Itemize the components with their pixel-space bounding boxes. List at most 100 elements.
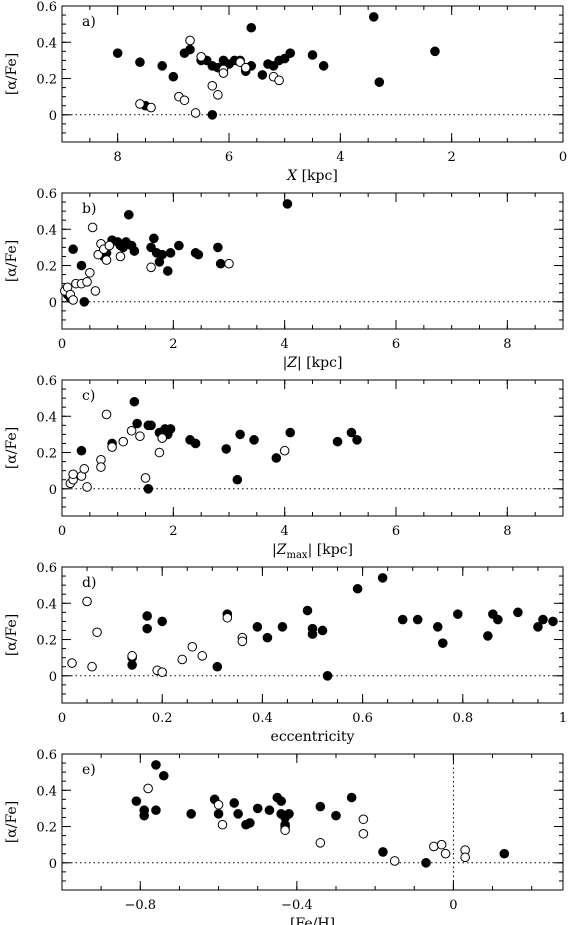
filled-data-point bbox=[158, 770, 169, 781]
filled-data-point bbox=[245, 818, 255, 828]
x-tick-label: −0.8 bbox=[124, 898, 156, 913]
panel-label: a) bbox=[82, 14, 96, 30]
filled-data-point bbox=[142, 623, 152, 634]
y-tick-label: 0.6 bbox=[36, 748, 57, 763]
open-data-point bbox=[279, 445, 290, 456]
filled-data-point bbox=[162, 266, 173, 276]
y-tick-label: 0.2 bbox=[36, 73, 57, 88]
filled-data-point bbox=[271, 453, 282, 463]
filled-data-point bbox=[378, 847, 388, 857]
filled-data-point bbox=[213, 242, 223, 253]
open-data-point bbox=[87, 661, 97, 672]
x-axis-label: |Z| [kpc] bbox=[283, 355, 343, 371]
filled-data-point bbox=[285, 48, 296, 58]
filled-data-point bbox=[437, 638, 448, 648]
open-data-point bbox=[280, 825, 290, 835]
filled-data-point bbox=[374, 77, 385, 87]
y-tick-label: 0.4 bbox=[36, 223, 57, 238]
y-tick-label: 0.4 bbox=[36, 784, 57, 799]
filled-data-point bbox=[168, 71, 179, 82]
x-tick-label: 0.4 bbox=[252, 711, 273, 726]
filled-data-point bbox=[538, 614, 548, 625]
open-data-point bbox=[429, 841, 439, 852]
open-data-point bbox=[104, 240, 115, 251]
open-data-point bbox=[92, 627, 102, 638]
filled-data-point bbox=[493, 614, 503, 625]
y-tick-label: 0.6 bbox=[36, 187, 57, 202]
open-data-point bbox=[146, 102, 156, 113]
open-data-point bbox=[213, 799, 224, 810]
filled-data-point bbox=[127, 660, 137, 670]
filled-data-point bbox=[533, 622, 543, 632]
filled-data-point bbox=[331, 810, 341, 821]
x-axis-label-unit: [kpc] bbox=[302, 355, 343, 371]
filled-data-point bbox=[151, 760, 161, 770]
y-tick-label: 0.2 bbox=[36, 260, 57, 275]
filled-data-point bbox=[332, 436, 343, 447]
open-data-point bbox=[157, 667, 167, 677]
open-data-point bbox=[118, 436, 129, 447]
plot-frame bbox=[61, 753, 564, 891]
panel-c: 0 2 4 6 8 0 0.2 0.4 0.6 c) [α/Fe] |Zmax| [kpc] bbox=[4, 374, 564, 561]
filled-data-point bbox=[235, 429, 245, 440]
filled-data-point bbox=[430, 46, 440, 57]
filled-data-point bbox=[76, 260, 87, 271]
filled-data-point bbox=[186, 809, 196, 819]
y-axis-label: [α/Fe] bbox=[4, 427, 20, 469]
filled-data-point bbox=[499, 848, 510, 859]
x-axis-label: |Zmax| [kpc] bbox=[272, 542, 353, 561]
open-data-point bbox=[68, 469, 78, 480]
x-tick-label: 2 bbox=[169, 524, 177, 539]
open-data-point bbox=[237, 636, 248, 647]
x-tick-label: 0.8 bbox=[452, 711, 473, 726]
filled-data-point bbox=[483, 631, 493, 641]
y-axis-label: [α/Fe] bbox=[4, 801, 20, 843]
open-data-point bbox=[143, 783, 153, 794]
open-data-point bbox=[135, 431, 145, 442]
x-tick-label: 8 bbox=[503, 337, 511, 352]
open-data-point bbox=[82, 277, 92, 287]
filled-data-point bbox=[452, 609, 463, 619]
filled-data-point bbox=[185, 44, 195, 55]
filled-data-point bbox=[232, 474, 243, 485]
open-data-point bbox=[187, 641, 198, 652]
y-tick-label: 0 bbox=[49, 109, 57, 124]
x-tick-label: 1 bbox=[559, 711, 567, 726]
panel-e: −0.8 −0.4 0 0 0.2 0.4 0.6 e) [α/Fe] [Fe/H] bbox=[4, 748, 564, 925]
y-tick-label: 0.4 bbox=[36, 597, 57, 612]
panel-a: 8 6 4 2 0 0 0.2 0.4 0.6 a) [α/Fe] X [kpc] bbox=[4, 0, 567, 184]
filled-data-point bbox=[124, 209, 134, 220]
x-tick-label: 4 bbox=[336, 150, 344, 165]
filled-data-point bbox=[143, 484, 154, 494]
panel-b: 0 2 4 6 8 0 0.2 0.4 0.6 b) [α/Fe] |Z| [kpc] bbox=[4, 187, 564, 371]
filled-data-point bbox=[346, 427, 357, 438]
open-data-point bbox=[460, 852, 470, 863]
x-tick-label: 6 bbox=[392, 337, 400, 352]
filled-data-point bbox=[246, 22, 257, 33]
x-tick-label: 2 bbox=[169, 337, 177, 352]
filled-data-point bbox=[79, 297, 90, 307]
filled-data-point bbox=[252, 803, 263, 814]
x-axis-label: [Fe/H] bbox=[290, 916, 335, 925]
open-data-point bbox=[115, 251, 126, 262]
x-tick-label: 8 bbox=[503, 524, 511, 539]
open-data-point bbox=[90, 286, 101, 296]
plot-frame bbox=[61, 5, 564, 143]
x-tick-label: 6 bbox=[225, 150, 233, 165]
filled-data-point bbox=[221, 444, 232, 454]
filled-data-point bbox=[257, 70, 268, 80]
filled-data-point bbox=[252, 622, 263, 632]
x-tick-label: 0 bbox=[58, 711, 66, 726]
open-data-point bbox=[217, 819, 228, 830]
open-data-point bbox=[140, 473, 151, 483]
open-data-point bbox=[79, 464, 90, 474]
filled-data-point bbox=[146, 420, 156, 431]
filled-data-point bbox=[151, 805, 161, 816]
open-data-point bbox=[135, 99, 145, 109]
open-data-point bbox=[67, 658, 77, 668]
open-data-point bbox=[157, 433, 167, 443]
y-tick-label: 0 bbox=[49, 483, 57, 498]
filled-data-point bbox=[548, 616, 558, 627]
open-data-point bbox=[274, 75, 284, 86]
x-tick-label: 0 bbox=[58, 337, 66, 352]
